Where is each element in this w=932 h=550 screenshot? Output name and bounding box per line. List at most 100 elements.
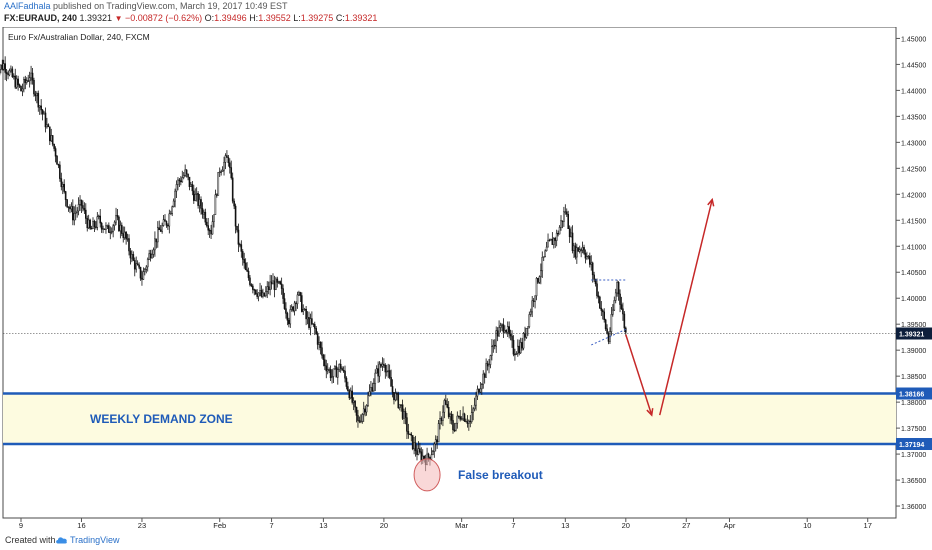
candle-body [285, 308, 287, 314]
y-tick-label: 1.41000 [901, 244, 926, 251]
candle-body [374, 372, 377, 384]
candle-body [56, 155, 58, 165]
candle-body [493, 344, 496, 347]
candle-body [515, 353, 518, 355]
candle-body [338, 363, 341, 370]
y-tick-label: 1.42500 [901, 166, 926, 173]
candle-body [324, 359, 326, 367]
candle-body [129, 250, 132, 259]
candle-body [254, 289, 257, 295]
x-tick-label: 13 [319, 521, 327, 530]
candle-body [49, 126, 51, 142]
candle-body [234, 205, 237, 227]
candle-body [102, 228, 104, 230]
candle-body [557, 232, 559, 235]
candle-body [272, 280, 274, 285]
candle-body [329, 369, 332, 379]
candle-body [145, 266, 148, 270]
symbol-label: FX:EURAUD, 240 [4, 13, 78, 23]
candle-body [391, 386, 394, 393]
candle-body [197, 193, 199, 206]
candle-body [194, 194, 197, 201]
candle-body [259, 290, 261, 294]
candle-body [519, 342, 522, 354]
y-tick-label: 1.38000 [901, 400, 926, 407]
candle-body [165, 221, 168, 226]
candle-body [31, 72, 34, 81]
candle-body [517, 345, 519, 354]
candle-body [200, 199, 202, 209]
candle-body [413, 442, 415, 450]
author-link[interactable]: AAlFadhala [4, 1, 51, 11]
candle-body [576, 247, 578, 258]
candle-body [152, 249, 155, 255]
candle-body [15, 78, 18, 88]
candle-body [28, 77, 31, 82]
candle-body [532, 300, 535, 302]
candle-body [33, 79, 35, 95]
candle-body [360, 420, 362, 423]
candle-body [542, 256, 545, 258]
candle-body [63, 184, 66, 192]
candle-body [570, 232, 572, 238]
projection-down-arrow [625, 334, 653, 416]
candle-body [525, 327, 528, 338]
candle-body [380, 363, 382, 367]
candle-body [227, 157, 230, 163]
candle-body [139, 266, 142, 279]
candle-body [554, 238, 557, 241]
candle-body [312, 323, 315, 325]
x-tick-label: Feb [213, 521, 226, 530]
candle-body [43, 112, 45, 115]
candle-body [564, 211, 567, 213]
close-label: C: [335, 13, 345, 23]
candle-body [342, 370, 345, 372]
candle-body [453, 429, 456, 431]
candle-body [548, 239, 551, 242]
candle-body [293, 302, 296, 312]
candle-body [220, 171, 222, 173]
candle-body [217, 171, 220, 196]
candle-body [72, 206, 74, 221]
x-tick-label: 16 [77, 521, 85, 530]
candle-body [172, 200, 175, 207]
candle-body [406, 417, 408, 432]
chart-header: AAlFadhala published on TradingView.com,… [0, 0, 932, 26]
candle-body [262, 292, 264, 297]
demand-zone-fill [3, 393, 896, 445]
candle-body [394, 393, 397, 401]
candle-body [286, 313, 289, 321]
candle-body [223, 162, 225, 171]
candle-body [335, 366, 338, 378]
candle-body [100, 222, 103, 230]
candle-body [246, 269, 248, 272]
candle-body [51, 135, 54, 145]
candle-body [591, 262, 594, 276]
candle-body [612, 309, 614, 315]
candle-body [25, 80, 28, 83]
candle-body [299, 292, 302, 296]
candle-body [419, 448, 421, 453]
price-chart[interactable]: WEEKLY DEMAND ZONE 1.45000 1.44500 1.44000… [0, 27, 932, 532]
tradingview-link[interactable]: TradingView [70, 535, 120, 545]
candle-body [567, 214, 570, 230]
candle-body [606, 328, 608, 334]
candle-body [96, 216, 99, 228]
candle-body [420, 451, 423, 461]
candle-body [522, 333, 525, 349]
candle-body [361, 414, 364, 422]
candle-body [207, 225, 209, 231]
candle-body [23, 79, 25, 90]
candle-body [332, 368, 335, 377]
candle-body [105, 225, 107, 230]
candle-body [521, 342, 523, 349]
candle-body [326, 369, 329, 372]
demand-zone: WEEKLY DEMAND ZONE [3, 392, 896, 446]
candle-body [433, 443, 436, 452]
tradingview-cloud-icon [56, 537, 67, 544]
candle-body [577, 247, 580, 252]
candle-body [168, 213, 171, 227]
candle-body [456, 415, 459, 424]
y-tick-label: 1.37500 [901, 426, 926, 433]
candle-body [445, 400, 447, 405]
